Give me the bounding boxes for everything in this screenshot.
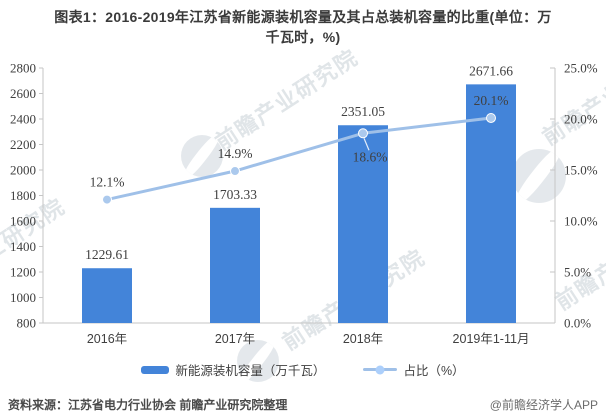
y-axis-left-tick-label: 1800 <box>10 188 36 203</box>
line-point-marker <box>486 112 496 123</box>
line-value-label: 20.1% <box>474 93 509 108</box>
y-axis-right-tick-label: 10.0% <box>564 214 598 229</box>
line-value-label: 18.6% <box>353 149 388 164</box>
source-note: 资料来源：江苏省电力行业协会 前瞻产业研究院整理 <box>8 398 288 412</box>
bar-value-label: 2671.66 <box>469 63 513 78</box>
legend: 新能源装机容量（万千瓦） 占比（%） <box>0 360 606 379</box>
y-axis-left-tick-label: 1000 <box>10 290 36 305</box>
y-axis-right-tick-label: 25.0% <box>564 61 598 76</box>
line-value-label: 14.9% <box>218 146 253 161</box>
bar <box>82 268 132 323</box>
chart-title-line2: 千瓦时，%) <box>265 29 341 45</box>
chart-title: 图表1：2016-2019年江苏省新能源装机容量及其占总装机容量的比重(单位：万… <box>0 7 606 47</box>
line-point-marker <box>102 194 112 205</box>
y-axis-left-tick-label: 1400 <box>10 239 36 254</box>
y-axis-left-tick-label: 2600 <box>10 86 36 101</box>
x-axis-label: 2018年 <box>343 332 383 346</box>
line-point-marker <box>230 166 240 177</box>
legend-line-swatch-icon <box>363 365 398 374</box>
bar-value-label: 1229.61 <box>85 247 129 262</box>
label-leader-line <box>363 138 370 151</box>
y-axis-right-tick-label: 0.0% <box>564 316 591 331</box>
x-axis-label: 2019年1-11月 <box>453 332 530 346</box>
legend-item: 占比（%） <box>363 360 465 379</box>
legend-label: 新能源装机容量（万千瓦） <box>175 364 326 378</box>
line-point-marker <box>358 128 368 139</box>
credit-note: @前瞻经济学人APP <box>489 398 598 412</box>
y-axis-right-tick-label: 15.0% <box>564 163 598 178</box>
y-axis-left-tick-label: 2800 <box>10 61 36 76</box>
legend-label: 占比（%） <box>403 364 465 378</box>
chart-title-line1: 图表1：2016-2019年江苏省新能源装机容量及其占总装机容量的比重(单位：万 <box>54 9 552 25</box>
legend-item: 新能源装机容量（万千瓦） <box>141 360 325 379</box>
x-axis-label: 2016年 <box>87 332 127 346</box>
bar <box>210 207 260 323</box>
x-axis-label: 2017年 <box>215 332 255 346</box>
legend-line-dot-icon <box>375 365 385 374</box>
bar <box>466 84 516 324</box>
y-axis-left-tick-label: 1600 <box>10 214 36 229</box>
ratio-line <box>105 116 493 202</box>
y-axis-left-tick-label: 2000 <box>10 163 36 178</box>
y-axis-right-tick-label: 5.0% <box>564 265 591 280</box>
bar-value-label: 1703.33 <box>213 187 257 202</box>
line-value-label: 12.1% <box>90 175 125 190</box>
bar <box>338 125 388 324</box>
y-axis-left-tick-label: 800 <box>17 316 37 331</box>
bar-value-label: 2351.05 <box>341 104 385 119</box>
chart-plot: 800 1000 1200 1400 1600 1800 2000 2200 2400 2600 2… <box>10 61 598 347</box>
legend-bar-swatch-icon <box>141 365 170 374</box>
y-axis-left-tick-label: 2400 <box>10 112 36 127</box>
footer: 资料来源：江苏省电力行业协会 前瞻产业研究院整理 @前瞻经济学人APP <box>8 396 598 413</box>
y-axis-right-tick-label: 20.0% <box>564 112 598 127</box>
y-axis-left-tick-label: 2200 <box>10 137 36 152</box>
y-axis-left-tick-label: 1200 <box>10 265 36 280</box>
